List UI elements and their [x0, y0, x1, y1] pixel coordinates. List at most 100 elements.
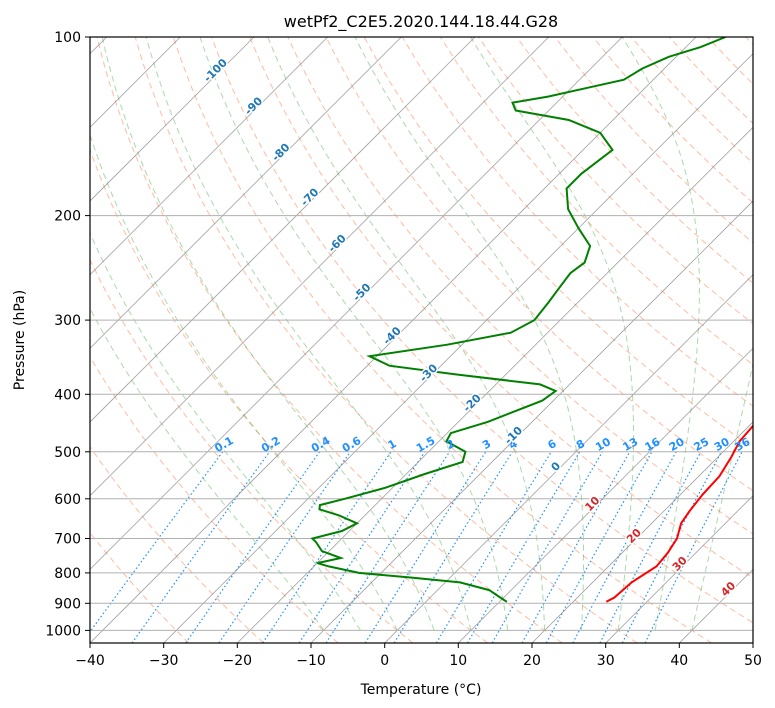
y-axis: 100 200 300 400 500 600 700 800 900 1000 [45, 30, 90, 639]
x-tick-label: 40 [670, 653, 688, 669]
isotherm-label: -100 [201, 56, 230, 85]
dewpoint-line [310, 37, 726, 603]
dry-adiabat-line [707, 37, 753, 85]
mixing-ratio-label: 36 [733, 435, 753, 454]
y-tick-label: 900 [54, 596, 81, 612]
dry-adiabat-line [90, 355, 339, 643]
mixing-ratio-label: 1 [386, 437, 399, 452]
isotherm-line [90, 37, 328, 276]
dry-adiabat-line [96, 37, 563, 643]
pressure-gridlines [90, 37, 753, 631]
x-tick-label: −20 [223, 653, 253, 669]
isotherm-line [90, 37, 623, 570]
x-tick-label: 0 [380, 653, 389, 669]
dry-adiabat-line [90, 445, 264, 643]
isotherm-line [90, 37, 476, 423]
temperature-line [605, 424, 753, 603]
mixing-ratio-label: 20 [667, 435, 687, 454]
dry-adiabat-line [439, 37, 753, 366]
x-axis: −40 −30 −20 −10 0 10 20 30 40 50 [75, 643, 762, 669]
x-tick-label: 20 [523, 653, 541, 669]
dry-adiabat-line [90, 148, 488, 643]
y-tick-label: 600 [54, 492, 81, 508]
mixing-ratio-line [185, 451, 321, 643]
isotherm-label: -90 [242, 94, 265, 117]
dry-adiabats [90, 37, 753, 643]
isotherm-line [90, 37, 697, 643]
dry-adiabat-line [90, 531, 190, 643]
moist-adiabat-line [691, 361, 753, 631]
mixing-ratio-line [90, 451, 224, 633]
moist-adiabat-line [267, 37, 546, 631]
isotherm-label: -70 [298, 185, 321, 208]
dry-adiabat-line [211, 37, 753, 624]
moist-adiabat-line [90, 307, 325, 631]
dry-adiabat-line [287, 37, 753, 535]
dry-adiabat-line [592, 37, 753, 204]
moist-adiabat-line [90, 133, 398, 631]
dry-adiabat-label: 20 [624, 526, 644, 546]
isotherm-label: -10 [502, 424, 525, 447]
isotherms [90, 37, 753, 643]
mixing-ratio-line [599, 451, 702, 643]
mixing-ratio-line [521, 451, 631, 643]
mixing-ratio-lines [90, 451, 743, 643]
isotherm-line [90, 37, 255, 202]
dry-adiabat-line [90, 258, 414, 643]
isotherm-label: -40 [381, 324, 404, 347]
mixing-ratio-line [545, 451, 653, 643]
mixing-ratio-line [644, 451, 743, 643]
chart-title: wetPf2_C2E5.2020.144.18.44.G28 [284, 12, 558, 32]
x-axis-label: Temperature (°C) [360, 682, 482, 698]
x-tick-label: 50 [744, 653, 762, 669]
isotherm-line [458, 347, 753, 643]
y-tick-label: 300 [54, 313, 81, 329]
moist-adiabats [90, 37, 753, 631]
mixing-ratio-line [572, 451, 677, 643]
y-axis-label: Pressure (hPa) [12, 290, 28, 390]
moist-adiabat-line [621, 37, 700, 631]
dry-adiabat-line [172, 37, 712, 643]
dry-adiabat-line [669, 37, 753, 125]
dry-adiabat-line [745, 37, 753, 46]
mixing-ratio-line [298, 451, 426, 643]
profile-series [310, 37, 753, 603]
mixing-ratio-label: 16 [643, 435, 663, 454]
isotherm-label: -80 [269, 141, 292, 164]
isotherm-line [90, 37, 402, 349]
y-tick-label: 100 [54, 30, 81, 46]
x-tick-label: −40 [75, 653, 105, 669]
plot-frame [89, 36, 754, 644]
isotherm-line [310, 200, 753, 643]
isotherm-line [605, 495, 753, 643]
mixing-ratio-label: 10 [593, 435, 613, 454]
mixing-ratio-label: 3 [480, 437, 493, 452]
isotherm-label: -30 [417, 361, 440, 384]
isotherm-line [531, 421, 753, 643]
y-tick-label: 200 [54, 209, 81, 225]
mixing-ratio-label: 2 [444, 437, 457, 452]
isotherm-line [90, 37, 549, 497]
dry-adiabat-label: 40 [718, 579, 738, 599]
dry-adiabat-line [249, 37, 753, 579]
isotherm-label: -50 [350, 281, 373, 304]
mixing-ratio-line [364, 451, 487, 643]
isotherm-line [384, 274, 753, 643]
mixing-ratio-line [218, 451, 351, 643]
dry-adiabat-line [134, 37, 638, 643]
mixing-ratio-line [131, 451, 271, 643]
y-tick-label: 800 [54, 566, 81, 582]
moist-adiabat-line [101, 37, 435, 631]
moist-adiabat-line [354, 37, 584, 631]
mixing-ratio-line [262, 451, 392, 643]
dry-adiabat-line [516, 37, 753, 284]
moist-adiabat-line [199, 37, 509, 631]
mixing-ratio-line [435, 451, 552, 643]
isotherm-line [163, 53, 753, 643]
x-tick-label: −30 [149, 653, 179, 669]
x-tick-label: 30 [597, 653, 615, 669]
isotherm-line [752, 642, 753, 643]
moist-adiabat-line [90, 231, 361, 631]
x-tick-label: −10 [296, 653, 326, 669]
isotherm-line [679, 568, 753, 643]
